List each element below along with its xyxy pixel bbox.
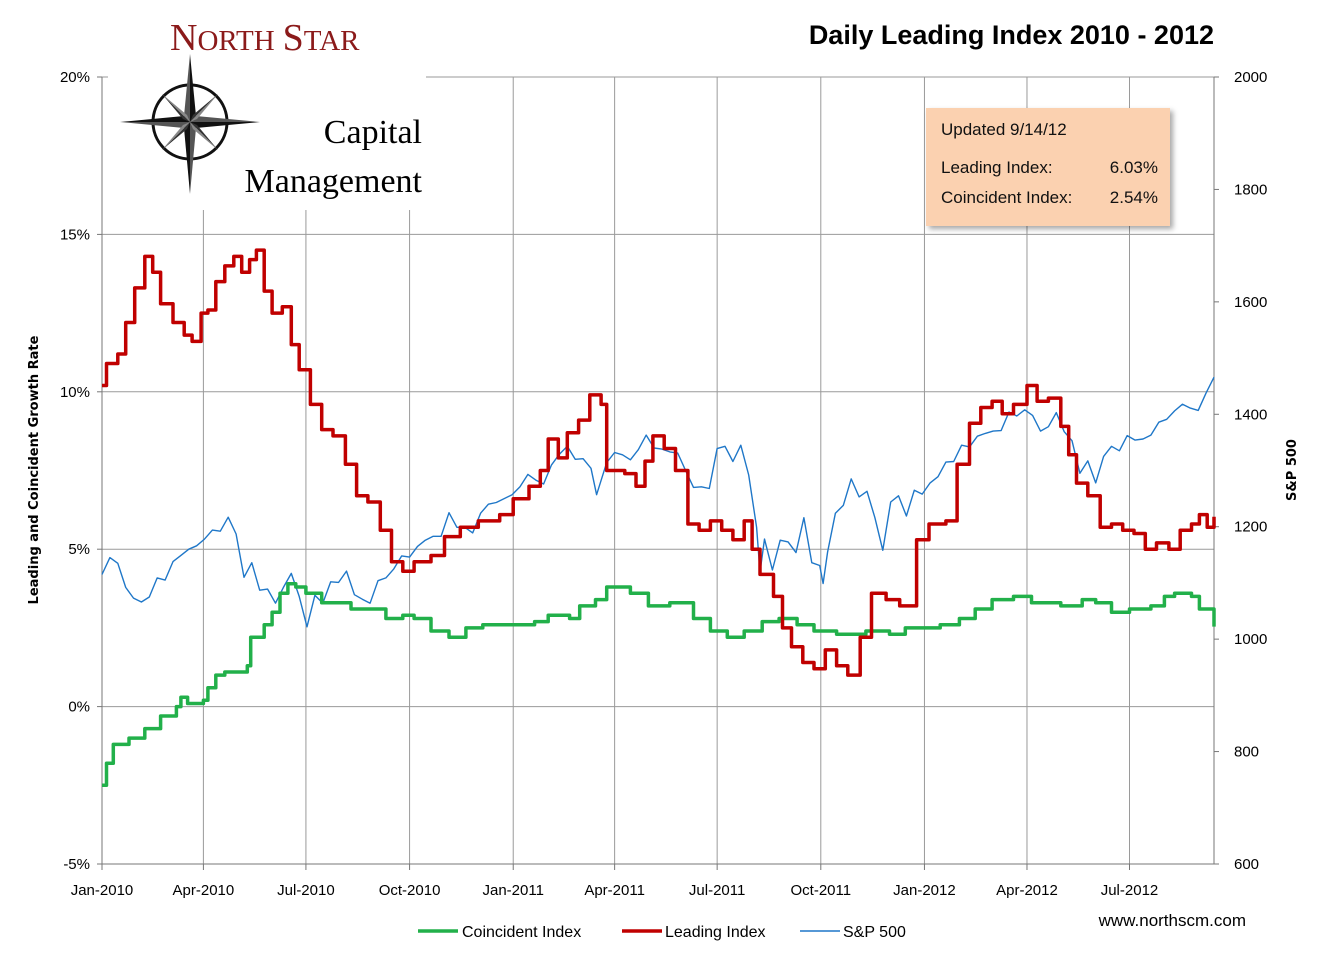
y-tick-label: 15%: [60, 226, 90, 243]
x-tick-label: Oct-2011: [791, 882, 852, 899]
logo-brand-initial-2: S: [283, 17, 304, 59]
y2-tick-label: 1000: [1234, 631, 1267, 648]
y2-tick-label: 1400: [1234, 406, 1267, 423]
logo-brand-rest-2: TAR: [304, 25, 360, 57]
y2-tick-label: 1200: [1234, 519, 1267, 536]
y-tick-label: 0%: [68, 699, 90, 716]
legend-label-coincident: Coincident Index: [462, 924, 581, 941]
legend-label-sp500: S&P 500: [843, 924, 906, 941]
series-lines: [101, 248, 1216, 788]
update-info-box: Updated 9/14/12 Leading Index: 6.03% Coi…: [926, 108, 1170, 226]
y2-axis-title: S&P 500: [1285, 439, 1300, 501]
y-tick-label: 20%: [60, 69, 90, 86]
info-updated-text: Updated 9/14/12: [941, 120, 1067, 139]
y2-tick-label: 600: [1234, 856, 1259, 873]
north-star-logo: NORTH STAR Capital Management: [108, 10, 426, 210]
legend: Coincident Index Leading Index S&P 500: [418, 924, 906, 941]
x-tick-label: Apr-2010: [173, 882, 235, 899]
y2-tick-label: 800: [1234, 744, 1259, 761]
x-tick-label: Jul-2010: [277, 882, 335, 899]
chart-title: Daily Leading Index 2010 - 2012: [809, 20, 1214, 50]
info-leading-value: 6.03%: [1109, 158, 1158, 177]
info-leading-label: Leading Index:: [941, 158, 1053, 177]
info-coincident-row: Coincident Index: 2.54%: [941, 188, 1158, 208]
footer-url: www.northscm.com: [1098, 911, 1246, 930]
info-coincident-value: 2.54%: [1109, 188, 1158, 207]
x-tick-label: Jan-2012: [893, 882, 956, 899]
y2-tick-label: 1600: [1234, 294, 1267, 311]
logo-brand-rest-1: ORTH: [197, 25, 274, 57]
x-tick-label: Jul-2012: [1101, 882, 1159, 899]
x-tick-label: Oct-2010: [379, 882, 441, 899]
info-leading-row: Leading Index: 6.03%: [941, 158, 1158, 178]
y-axis-title: Leading and Coincident Growth Rate: [27, 335, 42, 604]
y2-tick-label: 2000: [1234, 69, 1267, 86]
y-tick-label: -5%: [63, 856, 90, 873]
y-tick-label: 5%: [68, 541, 90, 558]
axes: -5% 0% 5% 10% 15% 20% 600 800 1000 1200 1400 1600 18…: [60, 69, 1267, 899]
sp500-line: [101, 376, 1215, 628]
info-updated-row: Updated 9/14/12: [941, 120, 1158, 140]
leading-index-line: [102, 248, 1216, 677]
logo-line-capital: Capital: [324, 114, 422, 151]
x-tick-label: Jul-2011: [689, 882, 745, 899]
legend-label-leading: Leading Index: [665, 924, 766, 941]
y-tick-label: 10%: [60, 384, 90, 401]
logo-brand-initial-1: N: [170, 17, 197, 59]
x-tick-label: Apr-2012: [996, 882, 1058, 899]
compass-rose-icon: [120, 54, 260, 194]
y2-tick-label: 1800: [1234, 181, 1267, 198]
x-tick-label: Apr-2011: [584, 882, 645, 899]
x-tick-label: Jan-2011: [483, 882, 544, 899]
coincident-index-line: [102, 582, 1216, 788]
logo-line-management: Management: [245, 163, 423, 200]
info-coincident-label: Coincident Index:: [941, 188, 1073, 207]
x-tick-label: Jan-2010: [71, 882, 134, 899]
logo-brand-text: NORTH STAR: [170, 17, 360, 59]
